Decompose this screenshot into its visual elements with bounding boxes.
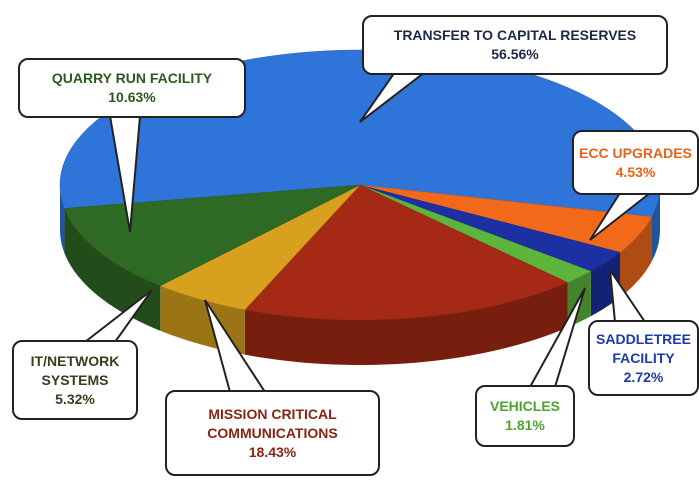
category-label: ECC UPGRADES	[579, 144, 692, 161]
slice	[359, 184, 652, 253]
callout: TRANSFER TO CAPITAL RESERVES 56.56%	[362, 15, 668, 75]
slice	[159, 184, 361, 310]
category-label: MISSION CRITICAL COMMUNICATIONS	[207, 405, 338, 441]
slice	[64, 184, 361, 287]
callout: QUARRY RUN FACILITY 10.63%	[18, 58, 246, 118]
value-label: 1.81%	[505, 417, 545, 433]
category-label: QUARRY RUN FACILITY	[51, 70, 213, 86]
slice-side	[60, 185, 65, 254]
category-label: VEHICLES	[489, 398, 560, 414]
category-label: SADDLETREE FACILITY	[596, 330, 691, 366]
callout: MISSION CRITICAL COMMUNICATIONS 18.43%	[165, 390, 380, 476]
callout: SADDLETREE FACILITY 2.72%	[588, 320, 699, 396]
slice-side	[651, 185, 660, 262]
callout: IT/NETWORK SYSTEMS 5.32%	[12, 340, 138, 420]
callout: ECC UPGRADES 4.53%	[572, 130, 699, 195]
value-label: 4.53%	[615, 163, 656, 180]
category-label: TRANSFER TO CAPITAL RESERVES	[393, 27, 637, 43]
slice	[244, 184, 569, 321]
value-label: 18.43%	[248, 443, 297, 460]
category-label: IT/NETWORK SYSTEMS	[30, 352, 120, 388]
callout: VEHICLES 1.81%	[475, 385, 575, 447]
value-label: 56.56%	[491, 46, 539, 62]
value-label: 10.63%	[108, 89, 156, 105]
slice	[359, 184, 621, 272]
slice-side	[64, 208, 161, 331]
value-label: 2.72%	[623, 368, 664, 385]
value-label: 5.32%	[55, 390, 95, 407]
slice-side	[244, 282, 568, 365]
slice-side	[620, 216, 652, 298]
